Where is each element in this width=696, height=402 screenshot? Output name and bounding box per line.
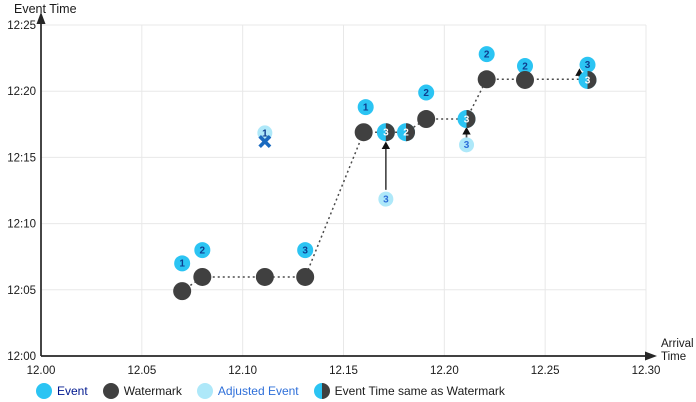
point-number: 2 [423, 88, 429, 99]
legend-item-same-as-watermark: Event Time same as Watermark [313, 383, 505, 399]
y-axis-arrow-icon [36, 12, 46, 24]
legend-label-same-as-watermark: Event Time same as Watermark [334, 384, 505, 398]
point-number: 3 [464, 114, 470, 125]
adjustment-arrow-head-icon [381, 141, 391, 150]
watermark-point [417, 110, 436, 129]
x-axis-title: Time [661, 351, 686, 363]
y-tick-label: 12:15 [7, 152, 36, 164]
watermark-point [477, 70, 496, 89]
legend-label-watermark: Watermark [123, 384, 182, 398]
legend-item-adjusted-event: Adjusted Event [196, 383, 299, 399]
event-point [357, 99, 374, 116]
point-number: 2 [522, 61, 528, 72]
y-axis-title: Event Time [14, 2, 77, 16]
watermark-dotted-line [181, 78, 588, 292]
same-as-watermark-point-half [587, 70, 597, 89]
event-point [579, 56, 596, 73]
point-number: 2 [403, 128, 409, 139]
x-axis-title: Arrival [661, 338, 694, 350]
point-number: 3 [383, 128, 389, 139]
event-point [517, 58, 533, 75]
adjustment-arrow-head-icon [462, 126, 471, 135]
watermark-point [516, 70, 534, 89]
adjusted-event-dot-icon [196, 383, 213, 399]
x-tick-label: 12.15 [329, 365, 358, 377]
y-tick-label: 12:20 [7, 86, 36, 98]
x-tick-label: 12.10 [228, 365, 257, 377]
y-tick-label: 12:25 [7, 20, 36, 32]
point-number: 3 [585, 75, 591, 86]
point-number: 3 [464, 140, 470, 151]
point-number: 2 [484, 50, 490, 61]
point-number: 1 [179, 259, 185, 270]
legend-item-watermark: Watermark [102, 383, 182, 399]
point-number: 1 [262, 128, 268, 139]
watermark-point [354, 123, 373, 142]
watermark-point [296, 267, 315, 286]
x-tick-label: 12.30 [632, 365, 661, 377]
y-tick-label: 12:10 [7, 219, 36, 231]
point-number: 2 [200, 245, 206, 256]
event-point [174, 255, 191, 272]
watermark-point [255, 267, 274, 286]
half-event-half-watermark-icon [313, 383, 330, 399]
point-number: 3 [585, 60, 591, 71]
point-number: 3 [383, 195, 389, 206]
point-number: 3 [302, 245, 308, 256]
adjusted-event-point [459, 137, 475, 153]
adjusted-event-point [378, 191, 394, 207]
event-point [478, 46, 495, 63]
watermark-point [173, 282, 192, 301]
x-tick-label: 12.00 [27, 365, 56, 377]
same-as-watermark-point-half [466, 110, 476, 129]
event-dot-icon [36, 383, 52, 399]
y-tick-label: 12:00 [7, 351, 36, 363]
watermark-dot-icon [102, 383, 119, 399]
event-point [297, 242, 314, 259]
y-tick-label: 12:05 [7, 285, 36, 297]
x-tick-label: 12.20 [430, 365, 459, 377]
legend-label-adjusted-event: Adjusted Event [217, 384, 299, 398]
watermark-point [193, 267, 212, 286]
legend-item-event: Event [36, 383, 88, 399]
point-number: 1 [363, 102, 369, 113]
x-tick-label: 12.05 [127, 365, 156, 377]
event-point [194, 242, 211, 259]
x-tick-label: 12.25 [531, 365, 560, 377]
x-axis-arrow-icon [645, 351, 657, 361]
same-as-watermark-point-half [406, 123, 416, 142]
dropped-x-icon [258, 135, 272, 148]
same-as-watermark-point-half [385, 123, 395, 142]
legend-label-event: Event [57, 384, 88, 398]
chart-legend: Event Watermark Adjusted Event Event Tim… [36, 383, 505, 399]
event-point [418, 84, 435, 101]
